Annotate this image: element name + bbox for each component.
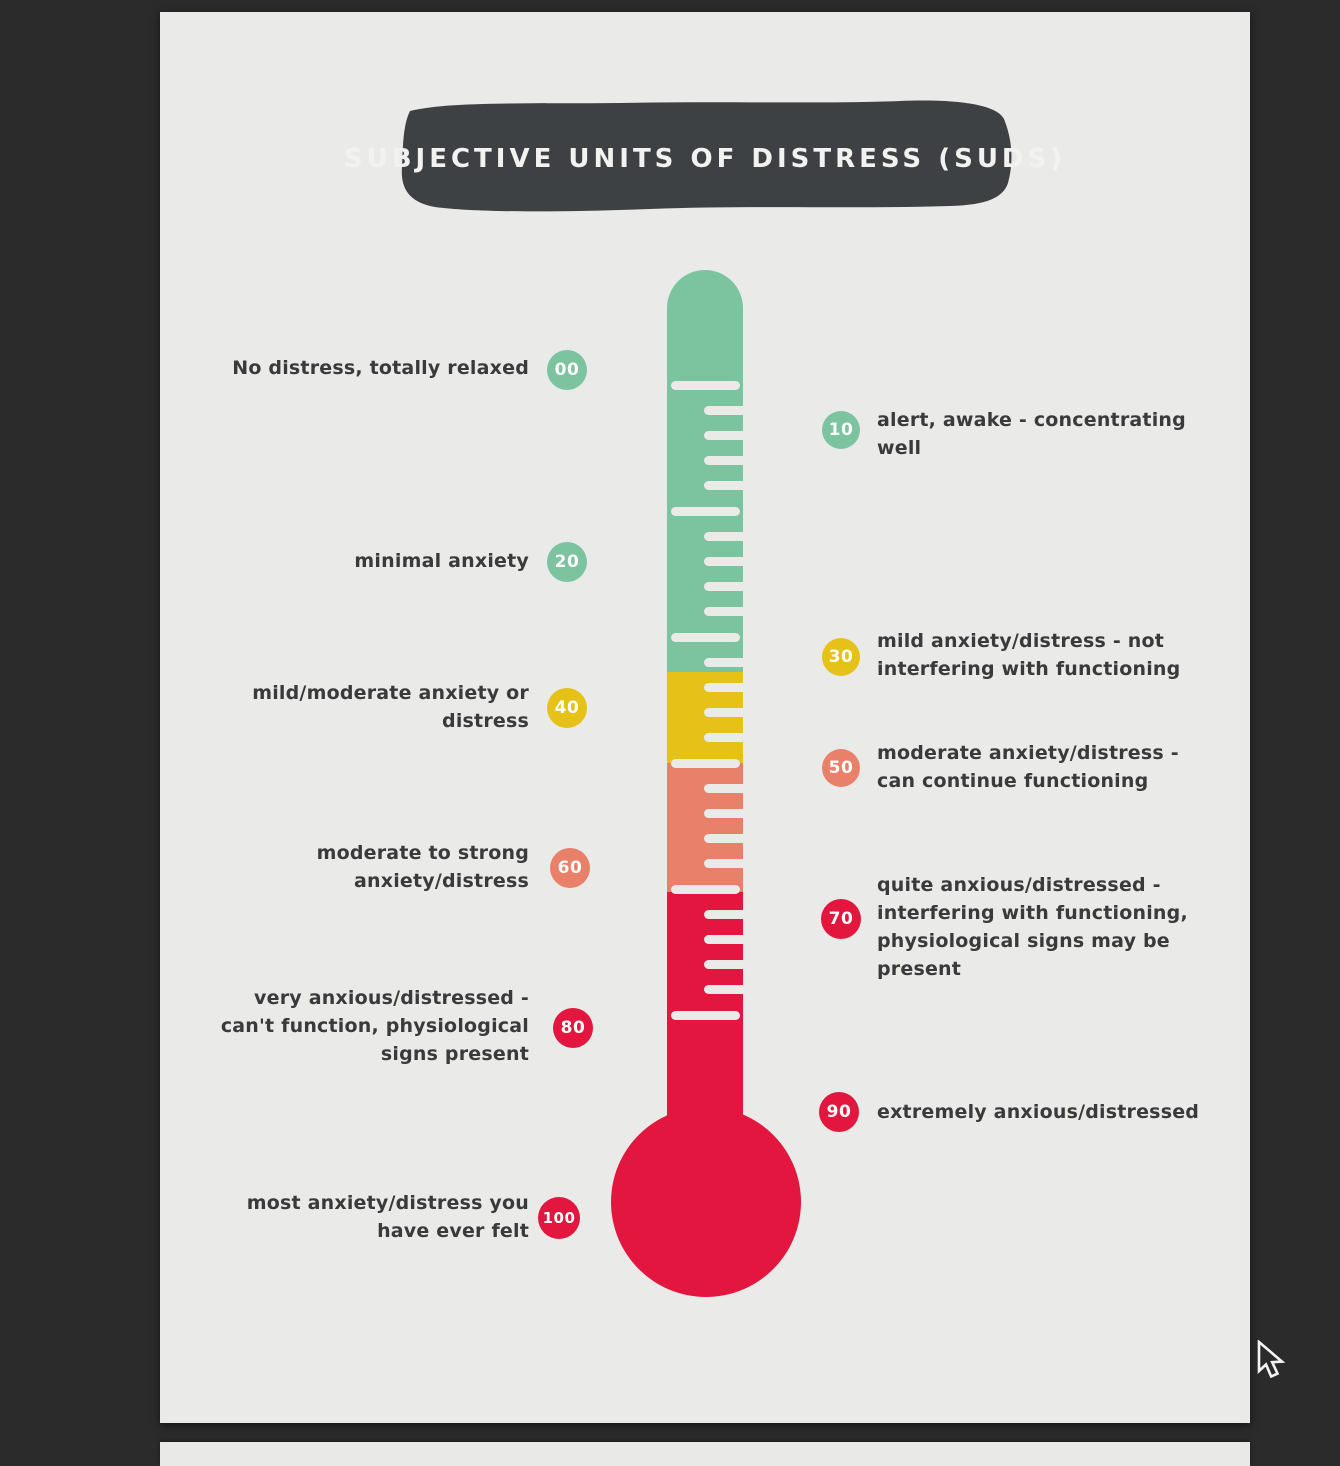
page-title: SUBJECTIVE UNITS OF DISTRESS (SUDS) [343, 143, 1067, 174]
scale-label-30: mild anxiety/distress - not interfering … [877, 630, 1181, 680]
scale-badge-40: 40 [547, 688, 587, 728]
minor-tick [704, 582, 748, 592]
scale-label-70: quite anxious/distressed - interfering w… [877, 874, 1188, 980]
minor-tick [704, 456, 748, 466]
title-banner: SUBJECTIVE UNITS OF DISTRESS (SUDS) [343, 95, 1067, 222]
minor-tick [704, 859, 748, 869]
scale-badge-30: 30 [822, 638, 860, 676]
major-tick [671, 758, 740, 768]
major-tick [671, 506, 740, 516]
scale-badge-70: 70 [821, 899, 861, 939]
minor-tick [704, 531, 748, 541]
scale-badge-10: 10 [822, 411, 860, 449]
scale-label-50: moderate anxiety/distress - can continue… [877, 742, 1179, 792]
scale-label-20: minimal anxiety [354, 550, 529, 572]
minor-tick [704, 909, 748, 919]
scale-badge-100: 100 [538, 1197, 580, 1239]
scale-label-10: alert, awake - concentrating well [877, 409, 1186, 459]
minor-tick [704, 783, 748, 793]
minor-tick [704, 405, 748, 415]
minor-tick [704, 808, 748, 818]
major-tick [671, 380, 740, 390]
thermometer-tube [667, 270, 748, 1210]
minor-tick [704, 430, 748, 440]
minor-tick [704, 607, 748, 617]
major-tick [671, 884, 740, 894]
minor-tick [704, 733, 748, 743]
scale-label-90: extremely anxious/distressed [877, 1101, 1200, 1123]
minor-tick [704, 556, 748, 566]
scale-badge-90: 90 [819, 1092, 859, 1132]
scale-label-60: moderate to strong anxiety/distress [316, 842, 529, 892]
major-tick [671, 632, 740, 642]
scale-badge-50: 50 [822, 749, 860, 787]
brush-stroke-background [401, 100, 1012, 212]
scale-badge-00: 00 [547, 350, 587, 390]
thermometer-segment-salmon [667, 763, 743, 892]
minor-tick [704, 934, 748, 944]
minor-tick [704, 960, 748, 970]
scale-badge-60: 60 [550, 848, 590, 888]
document-page: SUBJECTIVE UNITS OF DISTRESS (SUDS) No d… [160, 12, 1250, 1423]
minor-tick [704, 682, 748, 692]
major-tick [671, 1010, 740, 1020]
minor-tick [704, 985, 748, 995]
scale-label-80: very anxious/distressed - can't function… [220, 987, 529, 1065]
scale-label-40: mild/moderate anxiety or distress [252, 682, 529, 732]
scale-label-100: most anxiety/distress you have ever felt [246, 1192, 529, 1242]
minor-tick [704, 708, 748, 718]
scale-label-00: No distress, totally relaxed [232, 357, 529, 379]
minor-tick [704, 657, 748, 667]
scale-badge-20: 20 [547, 542, 587, 582]
thermometer-segment-green [667, 270, 743, 672]
next-page-preview [160, 1442, 1250, 1466]
minor-tick [704, 834, 748, 844]
scale-badge-80: 80 [553, 1008, 593, 1048]
mouse-cursor [1257, 1340, 1286, 1379]
minor-tick [704, 481, 748, 491]
thermometer-bulb [611, 1107, 801, 1297]
